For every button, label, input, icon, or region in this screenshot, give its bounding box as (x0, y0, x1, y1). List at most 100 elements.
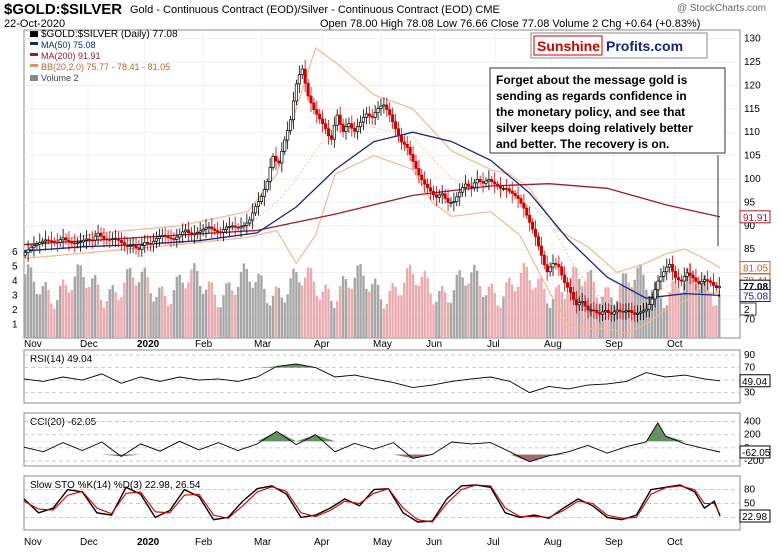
badge-ma50-box (739, 289, 771, 303)
volume-bar (149, 293, 152, 338)
candle-body (332, 124, 336, 140)
candle-body (143, 241, 147, 246)
candle-body (172, 238, 176, 241)
month-label-top: May (373, 339, 392, 350)
cci-label: CCI(20) -62.05 (30, 417, 97, 428)
volume-bar (443, 292, 447, 338)
volume-bar (242, 263, 246, 338)
volume-bar (219, 307, 222, 338)
volume-bar (397, 295, 400, 338)
volume-bar (114, 292, 117, 338)
volume-bar (452, 290, 456, 338)
badge-volume-text: 2 (744, 305, 750, 316)
price-tick-label: 90 (744, 221, 756, 232)
volume-bar (143, 267, 146, 338)
candle-body (259, 196, 263, 202)
month-axis-price: Nov Dec 2020 Feb Mar Apr May Jun Jul Aug Sep Oct (24, 339, 683, 350)
candle-body (350, 123, 354, 129)
candle-body (99, 232, 103, 237)
volume-bar (546, 303, 549, 338)
volume-bar (718, 294, 721, 338)
candle-body (539, 245, 543, 256)
volume-bar (715, 305, 718, 338)
candle-body (717, 285, 721, 289)
candle-body (563, 274, 567, 284)
candle-body (189, 232, 193, 236)
price-tick-label: 100 (744, 174, 761, 185)
candle-body (531, 221, 535, 230)
volume-bar (656, 285, 660, 338)
volume-bar (155, 296, 158, 338)
candle-body (151, 240, 156, 245)
price-tick-label: 70 (744, 314, 756, 325)
candle-body (149, 243, 153, 245)
volume-bar (105, 301, 109, 338)
volume-bar (455, 274, 458, 338)
volume-bar (359, 263, 362, 338)
candle-body (659, 276, 663, 282)
candle-body (711, 282, 715, 286)
volume-bar (371, 284, 374, 338)
candle-body (44, 239, 48, 242)
volume-bar (73, 276, 76, 338)
candle-body (522, 202, 526, 209)
price-tick-label: 130 (744, 34, 761, 45)
candle-body (79, 241, 83, 244)
legend-swatch-ma50 (30, 42, 38, 45)
volume-bar (385, 303, 389, 338)
volume-bar (353, 277, 356, 338)
bollinger-bands (23, 47, 721, 334)
volume-bar (677, 289, 680, 338)
volume-bar (140, 271, 144, 338)
volume-bar (446, 302, 450, 338)
candle-body (90, 239, 94, 242)
candle-body (668, 263, 672, 268)
price-candles (23, 59, 721, 323)
candle-body (329, 135, 333, 140)
candle-body (379, 105, 383, 109)
candle-body (516, 195, 520, 199)
volume-bar (245, 269, 249, 338)
candle-body (408, 147, 412, 155)
candle-body (706, 279, 710, 282)
candle-body (501, 187, 506, 190)
volume-bar (93, 274, 97, 338)
volume-bar (557, 284, 561, 338)
volume-bar (499, 307, 502, 338)
candle-body (137, 247, 141, 250)
candle-body (504, 187, 508, 190)
volume-bar (674, 281, 677, 338)
candle-body (128, 245, 132, 247)
price-tick-label: 120 (744, 80, 761, 91)
candle-body (700, 281, 704, 285)
volume-bar (537, 278, 540, 338)
candle-body (251, 212, 255, 221)
candle-body (571, 292, 575, 300)
volume-bar (580, 286, 584, 338)
volume-bar (473, 264, 476, 338)
candle-body (306, 82, 310, 97)
candle-body (402, 141, 406, 145)
candle-body (598, 312, 602, 315)
volume-bars (24, 262, 721, 338)
volume-bar (534, 287, 537, 338)
candle-body (420, 174, 424, 181)
candle-body (160, 234, 164, 238)
volume-bar (394, 286, 397, 338)
month-label-top: Mar (254, 339, 272, 350)
candle-body (388, 109, 392, 116)
sto-badge-text: 22.98 (742, 512, 767, 523)
ohlc-readout: Open 78.00 High 78.08 Low 76.66 Close 77… (320, 18, 701, 30)
volume-bar (158, 287, 161, 338)
volume-tick-label: 6 (12, 247, 18, 258)
candle-body (624, 310, 628, 313)
volume-bar (271, 295, 275, 338)
month-label-bottom: Sep (605, 537, 623, 548)
candle-body (449, 202, 453, 204)
volume-bar (120, 297, 123, 338)
candle-body (484, 180, 488, 184)
volume-bar (324, 284, 327, 338)
candle-body (324, 123, 328, 130)
volume-bar (703, 275, 706, 338)
volume-bar (38, 294, 41, 338)
